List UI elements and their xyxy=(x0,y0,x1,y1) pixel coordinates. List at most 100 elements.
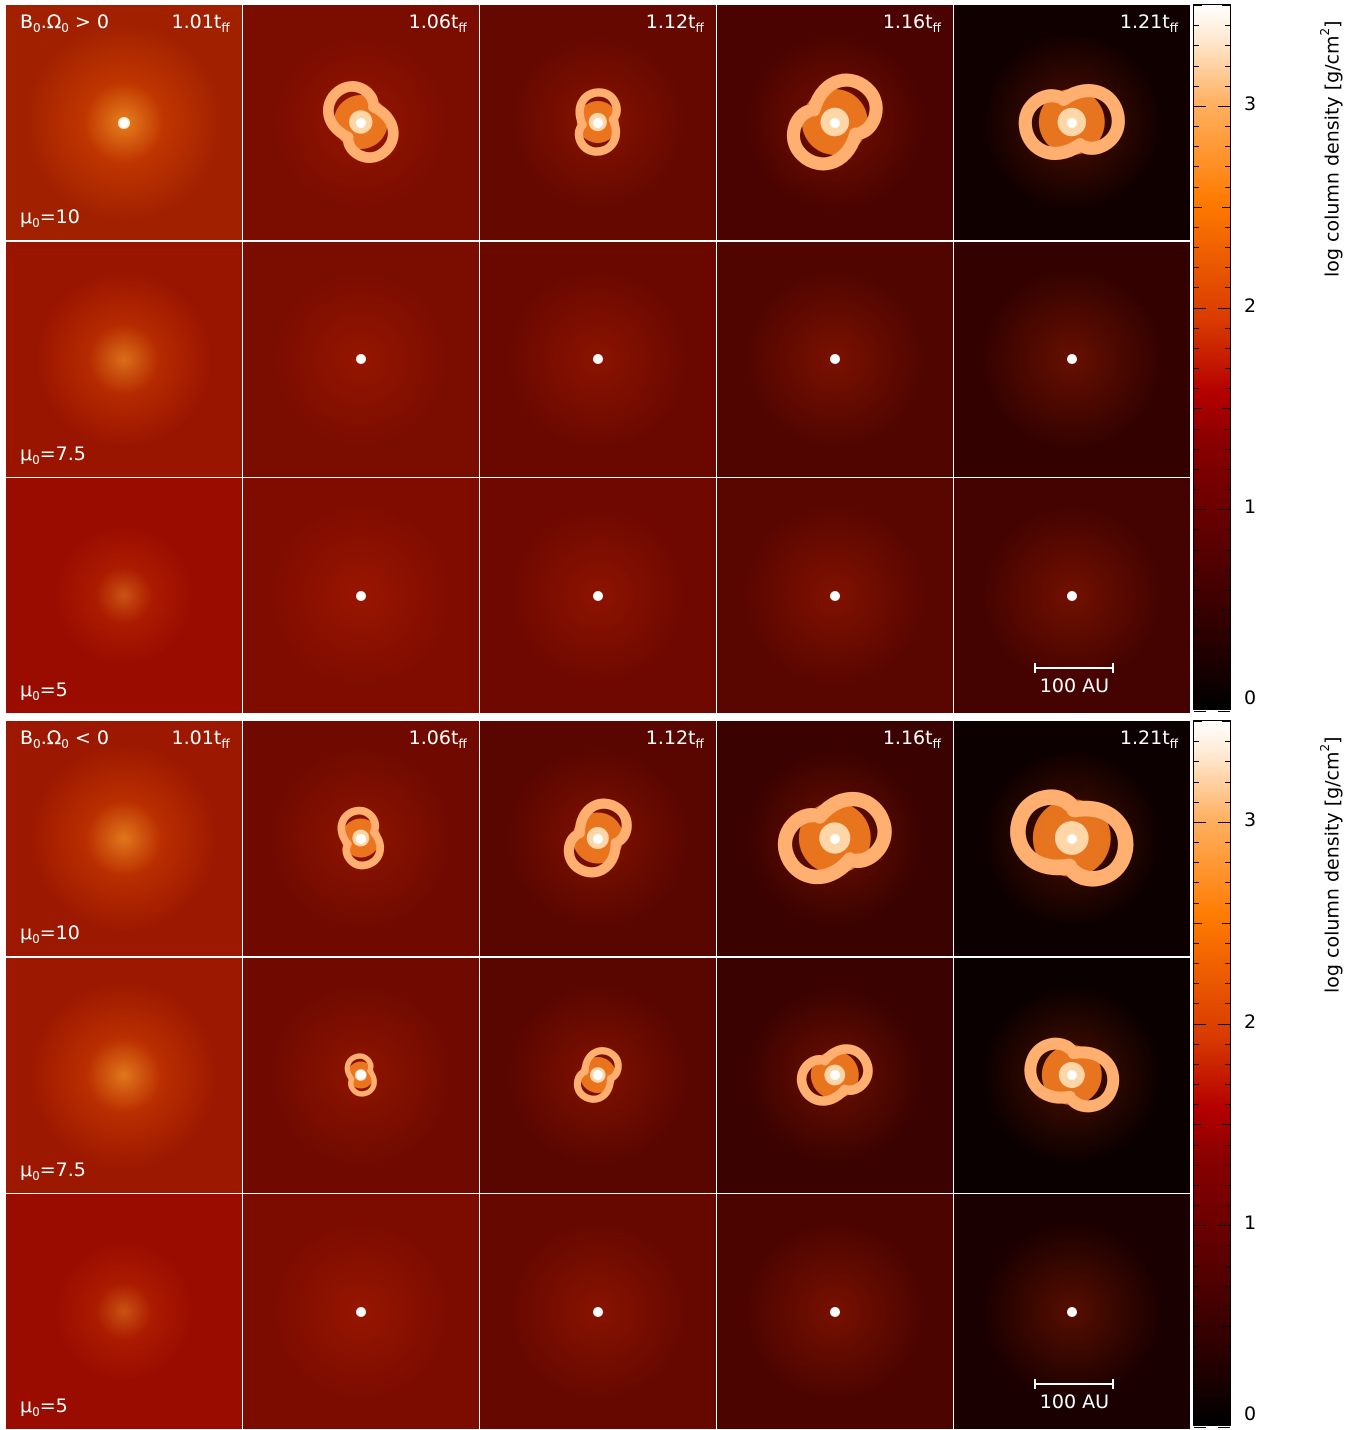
colorbar-tick xyxy=(1225,287,1230,288)
colorbar-tick xyxy=(1225,1266,1230,1267)
panel-block-2: 1.01tff B0.Ω0 < 0 μ0=10 1.06tff 1.12tff 1.16t… xyxy=(6,721,1190,1429)
colorbar-tick xyxy=(1194,449,1199,450)
colorbar-tick xyxy=(1222,721,1230,722)
case-omega: .Ω xyxy=(40,11,62,33)
time-subscript: ff xyxy=(221,737,230,751)
colorbar-tick xyxy=(1194,610,1202,611)
colorbar-tick xyxy=(1225,671,1230,672)
mu-value: =10 xyxy=(39,206,80,228)
colorbar-tick xyxy=(1225,45,1230,46)
colorbar-tick xyxy=(1225,267,1230,268)
sink-particle xyxy=(1067,1070,1078,1080)
colorbar-tick xyxy=(1225,388,1230,389)
sink-particle xyxy=(1067,590,1078,601)
colorbar-tick-label: 1 xyxy=(1244,496,1257,518)
colorbar-tick xyxy=(1194,287,1199,288)
sink-particle xyxy=(355,117,366,128)
sim-panel: 1.12tff xyxy=(480,721,716,956)
colorbar-tick xyxy=(1194,187,1199,188)
sink-particle xyxy=(1067,117,1078,128)
colorbar-tick xyxy=(1225,1387,1230,1388)
colorbar-tick xyxy=(1194,1387,1199,1388)
colorbar-tick xyxy=(1194,570,1199,571)
colorbar-tick xyxy=(1225,1346,1230,1347)
mu-subscript: 0 xyxy=(32,1168,40,1183)
mu-value: =10 xyxy=(39,922,80,944)
colorbar-tick xyxy=(1194,1346,1199,1347)
colorbar-tick xyxy=(1194,691,1199,692)
colorbar-tick xyxy=(1225,126,1230,127)
sim-panel: 1.01tff B0.Ω0 > 0 μ0=10 xyxy=(6,5,242,240)
colorbar-tick xyxy=(1194,308,1206,309)
colorbar-tick xyxy=(1218,1427,1230,1428)
colorbar-tick xyxy=(1225,1306,1230,1307)
colorbar-tick xyxy=(1225,469,1230,470)
colorbar-tick xyxy=(1225,630,1230,631)
sim-panel xyxy=(954,957,1190,1193)
sim-panel: 1.21tff xyxy=(954,5,1190,240)
sink-particle xyxy=(592,354,603,364)
colorbar-tick xyxy=(1194,146,1199,147)
colorbar-tick xyxy=(1194,166,1199,167)
sim-panel: μ0=7.5 xyxy=(6,241,242,477)
colorbar-tick xyxy=(1225,550,1230,551)
colorbar-tick xyxy=(1194,550,1199,551)
sink-particle xyxy=(830,1306,841,1317)
colorbar-tick xyxy=(1194,1185,1199,1186)
case-b: B xyxy=(20,11,34,33)
mu-subscript: 0 xyxy=(32,452,40,467)
sim-panel xyxy=(480,478,716,713)
mu-symbol: μ xyxy=(20,679,33,701)
colorbar-tick xyxy=(1194,1205,1199,1206)
time-subscript: ff xyxy=(1169,737,1178,751)
scale-bar: 100 AU xyxy=(1034,1379,1115,1413)
time-value: 1.06t xyxy=(408,11,459,33)
colorbar-tick xyxy=(1225,429,1230,430)
mu-subscript: 0 xyxy=(32,932,40,946)
colorbar-tick xyxy=(1225,25,1230,26)
mu-subscript: 0 xyxy=(32,689,40,703)
time-subscript: ff xyxy=(458,737,467,751)
time-value: 1.21t xyxy=(1119,11,1170,33)
colorbar-tick xyxy=(1194,1064,1199,1065)
colorbar-tick xyxy=(1194,5,1202,6)
colorbar-tick xyxy=(1194,1266,1199,1267)
colorbar-tick xyxy=(1194,711,1206,712)
colorbar-tick xyxy=(1194,1326,1202,1327)
colorbar-tick xyxy=(1194,842,1199,843)
sim-panel: μ0=7.5 xyxy=(6,957,242,1193)
time-subscript: ff xyxy=(932,737,941,751)
sink-particle xyxy=(355,833,366,844)
colorbar-tick xyxy=(1194,25,1199,26)
mu-symbol: μ xyxy=(20,442,33,465)
case-relation: < 0 xyxy=(68,727,109,749)
time-label: 1.01tff xyxy=(172,727,230,751)
colorbar-tick xyxy=(1194,1084,1199,1085)
colorbar-tick xyxy=(1225,449,1230,450)
density-glow xyxy=(6,478,242,713)
colorbar-tick xyxy=(1225,247,1230,248)
mu-subscript: 0 xyxy=(32,1405,40,1419)
colorbar-tick xyxy=(1194,1306,1199,1307)
colorbar-tick-label: 2 xyxy=(1244,295,1257,317)
mu-label: μ0=10 xyxy=(20,206,80,230)
colorbar-tick xyxy=(1222,923,1230,924)
sink-particle xyxy=(592,833,603,844)
colorbar-tick xyxy=(1194,1366,1199,1367)
colorbar-tick xyxy=(1225,1245,1230,1246)
colorbar-title-end: ] xyxy=(1321,20,1344,29)
sim-panel: 100 AU xyxy=(954,478,1190,713)
case-omega-subscript: 0 xyxy=(61,737,69,751)
time-subscript: ff xyxy=(695,737,704,751)
colorbar-tick xyxy=(1225,328,1230,329)
sim-panel xyxy=(243,1194,479,1429)
time-label: 1.12tff xyxy=(646,11,704,35)
colorbar-tick xyxy=(1225,1064,1230,1065)
mu-symbol: μ xyxy=(20,922,33,944)
colorbar-tick xyxy=(1194,903,1199,904)
density-glow xyxy=(6,957,242,1193)
spiral-disc xyxy=(344,1052,377,1097)
colorbar-tick xyxy=(1225,802,1230,803)
colorbar-tick xyxy=(1225,227,1230,228)
colorbar-tick xyxy=(1194,509,1206,510)
